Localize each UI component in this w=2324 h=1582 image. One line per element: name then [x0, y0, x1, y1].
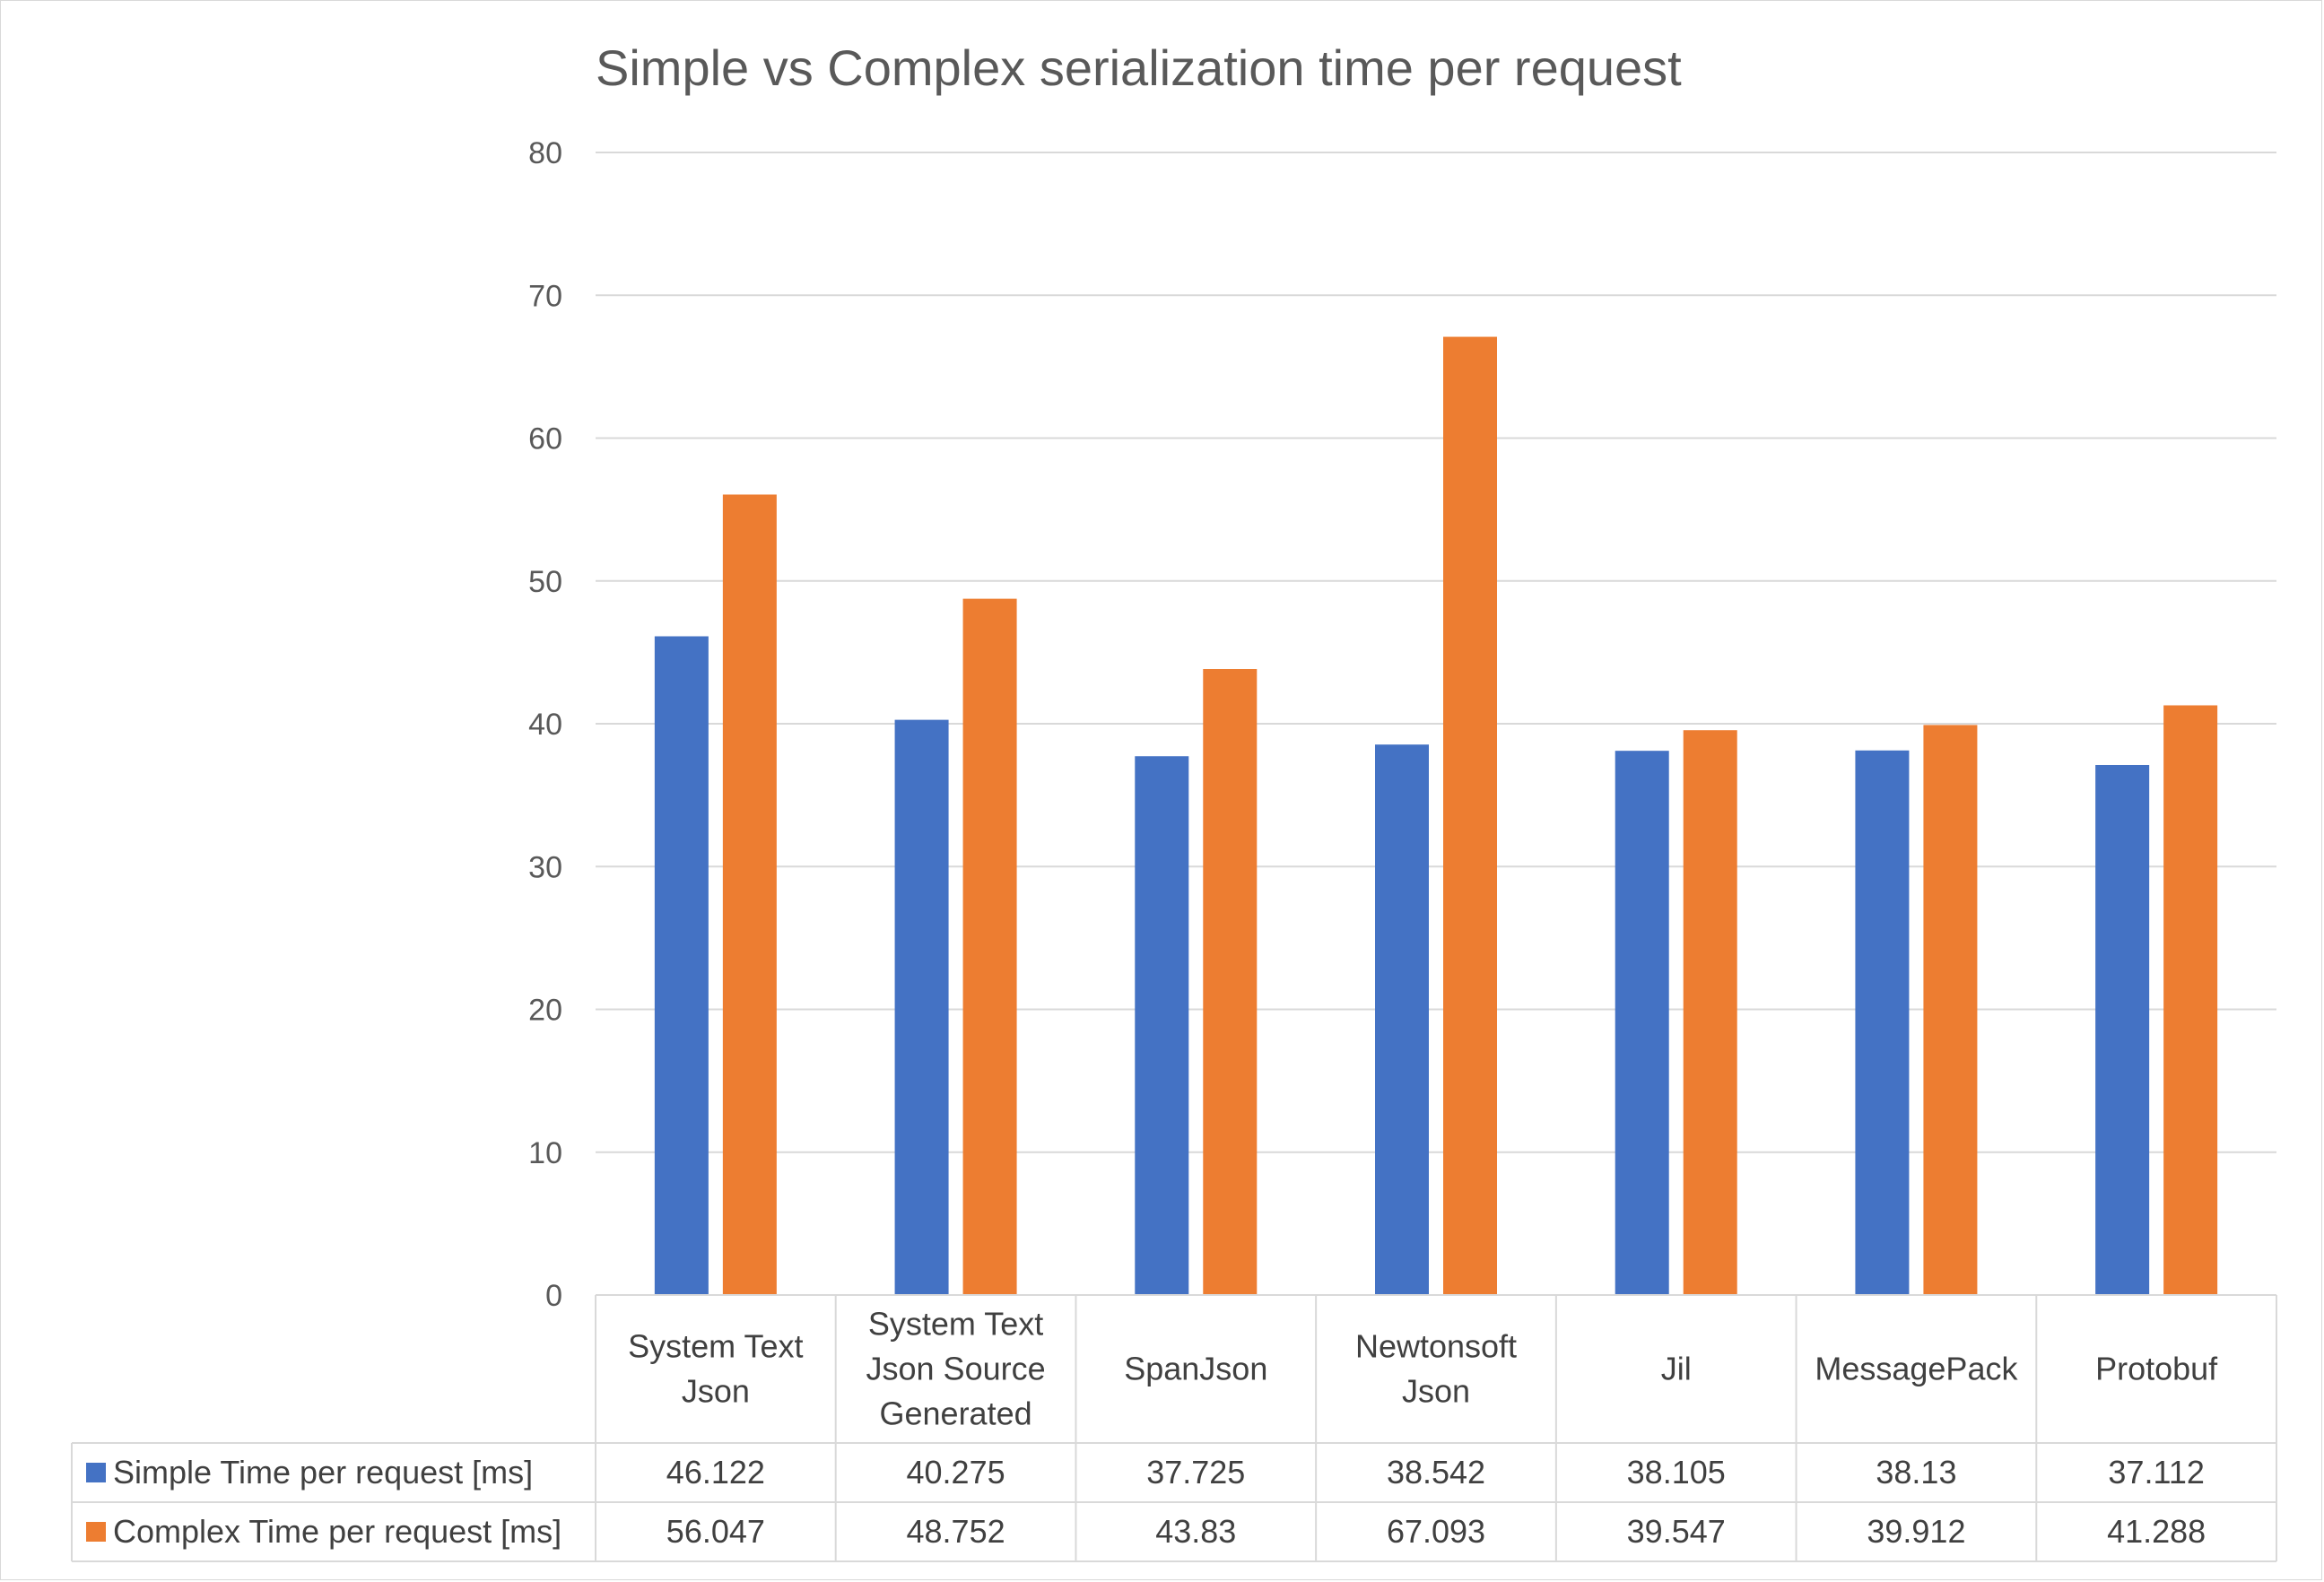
y-tick-label: 70	[528, 279, 562, 313]
bar-complex	[722, 494, 777, 1295]
category-label: Generated	[880, 1395, 1032, 1432]
data-label: 38.13	[1876, 1454, 1956, 1491]
bar-simple	[2095, 764, 2150, 1295]
data-label: 39.547	[1627, 1513, 1726, 1550]
category-label: Json Source	[866, 1351, 1046, 1387]
data-label: 38.105	[1627, 1454, 1726, 1491]
category-label: SpanJson	[1124, 1351, 1267, 1387]
data-label: 40.275	[907, 1454, 1005, 1491]
bar-simple	[1135, 756, 1189, 1295]
bar-simple	[1855, 750, 1910, 1295]
y-axis-ticks: 0 10 20 30 40 50 60 70 80	[528, 136, 562, 1313]
legend-swatch	[86, 1522, 106, 1542]
legend-label: Simple Time per request [ms]	[113, 1454, 533, 1491]
bar-complex	[1923, 725, 1978, 1295]
legend-swatch	[86, 1463, 106, 1482]
y-tick-label: 20	[528, 994, 562, 1028]
category-label: System Text	[868, 1306, 1043, 1343]
y-tick-label: 0	[545, 1279, 562, 1313]
y-tick-label: 10	[528, 1136, 562, 1170]
bar-complex	[962, 598, 1017, 1295]
data-label: 37.112	[2108, 1454, 2204, 1491]
bar-complex	[1443, 336, 1497, 1296]
category-label: System Text	[628, 1328, 803, 1365]
bar-simple	[1615, 751, 1669, 1295]
y-tick-label: 40	[528, 708, 562, 742]
category-label: Protobuf	[2095, 1351, 2218, 1387]
category-label: Jil	[1661, 1351, 1692, 1387]
bars	[654, 336, 2218, 1296]
chart-title: Simple vs Complex serialization time per…	[596, 39, 1682, 96]
legend-label: Complex Time per request [ms]	[113, 1513, 561, 1550]
data-label: 46.122	[666, 1454, 765, 1491]
data-label: 43.83	[1155, 1513, 1236, 1550]
y-tick-label: 80	[528, 136, 562, 170]
data-label: 48.752	[907, 1513, 1005, 1550]
category-label: Json	[1402, 1373, 1470, 1410]
data-label: 37.725	[1146, 1454, 1245, 1491]
data-label: 41.288	[2107, 1513, 2206, 1550]
y-tick-label: 50	[528, 565, 562, 599]
bar-simple	[894, 719, 949, 1295]
data-label: 38.542	[1387, 1454, 1485, 1491]
y-tick-label: 30	[528, 850, 562, 884]
y-tick-label: 60	[528, 422, 562, 456]
bar-simple	[654, 636, 709, 1295]
data-table: System Text Json System Text Json Source Gen…	[71, 1294, 2277, 1562]
category-label: Newtonsoft	[1355, 1328, 1517, 1365]
bar-complex	[1203, 669, 1258, 1295]
data-label: 67.093	[1387, 1513, 1485, 1550]
bar-complex	[1683, 730, 1737, 1295]
category-label: MessagePack	[1815, 1351, 2018, 1387]
gridlines	[596, 152, 2276, 1153]
bar-complex	[2163, 705, 2218, 1295]
data-label: 56.047	[666, 1513, 765, 1550]
data-label: 39.912	[1867, 1513, 1965, 1550]
category-label: Json	[682, 1373, 750, 1410]
bar-simple	[1375, 744, 1429, 1295]
